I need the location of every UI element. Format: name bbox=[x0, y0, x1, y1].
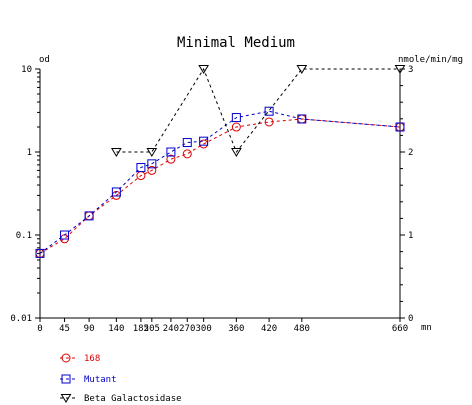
series-1-point bbox=[166, 147, 176, 157]
x-tick-label: 480 bbox=[294, 324, 310, 334]
series-2-point bbox=[110, 148, 122, 157]
series-0-point bbox=[264, 117, 274, 127]
y-right-axis-label: nmole/min/mg bbox=[398, 55, 463, 65]
series-1-point bbox=[35, 248, 45, 258]
x-tick-label: 240 bbox=[163, 324, 179, 334]
y-left-axis-label: od bbox=[39, 55, 50, 65]
series-2-point bbox=[230, 148, 242, 157]
series-1-point bbox=[84, 211, 94, 221]
x-tick-label: 270 bbox=[179, 324, 195, 334]
legend-marker bbox=[61, 374, 71, 384]
series-2-point bbox=[198, 65, 210, 74]
x-tick-label: 140 bbox=[108, 324, 124, 334]
x-tick-label: 45 bbox=[59, 324, 70, 334]
x-tick-label: 660 bbox=[392, 324, 408, 334]
series-1-point bbox=[231, 113, 241, 123]
x-tick-label: 0 bbox=[37, 324, 42, 334]
series-1-point bbox=[60, 230, 70, 240]
x-tick-label: 420 bbox=[261, 324, 277, 334]
x-tick-label: 185 bbox=[133, 324, 149, 334]
series-1-point bbox=[264, 106, 274, 116]
x-axis-unit-label: mn bbox=[421, 323, 432, 333]
series-0-point bbox=[166, 154, 176, 164]
series-1-point bbox=[395, 122, 405, 132]
series-1-point bbox=[297, 114, 307, 124]
x-tick-label: 300 bbox=[196, 324, 212, 334]
series-0-point bbox=[147, 165, 157, 175]
series-1-line bbox=[39, 110, 401, 254]
series-0-point bbox=[231, 122, 241, 132]
series-2-point bbox=[296, 65, 308, 74]
legend-label: Beta Galactosidase bbox=[84, 394, 182, 404]
legend-label: 168 bbox=[84, 354, 100, 364]
series-1-point bbox=[136, 163, 146, 173]
y-right-tick-label: 0 bbox=[408, 314, 413, 324]
series-2-point bbox=[146, 148, 158, 157]
y-left-tick-label: 10 bbox=[21, 65, 32, 75]
series-1-point bbox=[147, 159, 157, 169]
chart-title: Minimal Medium bbox=[177, 35, 295, 51]
y-right-tick-label: 3 bbox=[408, 65, 413, 75]
series-0-point bbox=[182, 149, 192, 159]
series-0-line bbox=[39, 118, 401, 254]
series-2-line bbox=[116, 67, 400, 153]
series-2-point bbox=[394, 65, 406, 74]
y-right-tick-label: 2 bbox=[408, 148, 413, 158]
series-1-point bbox=[199, 136, 209, 146]
series-1-point bbox=[182, 138, 192, 148]
x-tick-label: 205 bbox=[144, 324, 160, 334]
y-left-tick-label: 0.01 bbox=[10, 314, 32, 324]
legend-marker bbox=[61, 353, 71, 363]
y-left-tick-label: 1 bbox=[27, 148, 32, 158]
x-tick-label: 90 bbox=[84, 324, 95, 334]
y-left-tick-label: 0.1 bbox=[16, 231, 32, 241]
legend-label: Mutant bbox=[84, 375, 117, 385]
x-tick-label: 360 bbox=[228, 324, 244, 334]
series-1-point bbox=[111, 187, 121, 197]
y-right-tick-label: 1 bbox=[408, 231, 413, 241]
legend-marker bbox=[60, 394, 72, 403]
